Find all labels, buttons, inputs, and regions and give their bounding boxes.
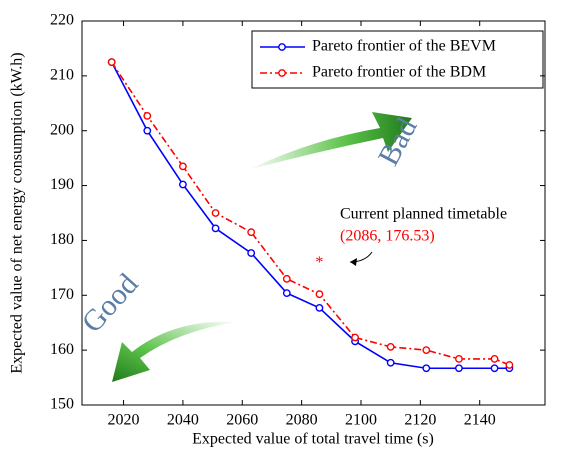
point <box>387 344 393 350</box>
point <box>456 356 462 362</box>
x-tick-label: 2140 <box>464 412 496 429</box>
point <box>180 163 186 169</box>
point <box>456 365 462 371</box>
x-axis-label: Expected value of total travel time (s) <box>192 431 434 448</box>
current-label: Current planned timetable <box>340 206 507 223</box>
y-tick-label: 210 <box>50 67 74 84</box>
point <box>144 113 150 119</box>
y-tick-label: 220 <box>50 12 74 29</box>
point <box>491 356 497 362</box>
chart: Bad Good Expected value of total travel … <box>0 0 563 456</box>
y-tick-label: 180 <box>50 231 74 248</box>
y-tick-label: 190 <box>50 176 74 193</box>
x-tick-label: 2100 <box>345 412 377 429</box>
point <box>284 290 290 296</box>
y-tick-label: 170 <box>50 286 74 303</box>
point <box>506 362 512 368</box>
point <box>423 365 429 371</box>
current-point: * <box>315 254 323 271</box>
point <box>423 347 429 353</box>
y-tick-label: 160 <box>50 341 74 358</box>
point <box>212 210 218 216</box>
point <box>248 250 254 256</box>
current-value-label: (2086, 176.53) <box>340 228 435 245</box>
y-axis-label: Expected value of net energy consumption… <box>9 52 26 373</box>
point <box>180 181 186 187</box>
x-tick-label: 2120 <box>404 412 436 429</box>
point <box>108 59 114 65</box>
x-tick-label: 2080 <box>286 412 318 429</box>
legend-marker <box>279 70 285 76</box>
point <box>284 276 290 282</box>
point <box>316 291 322 297</box>
x-tick-label: 2040 <box>167 412 199 429</box>
legend-label: Pareto frontier of the BDM <box>312 64 486 81</box>
point <box>144 128 150 134</box>
point <box>212 225 218 231</box>
point <box>387 360 393 366</box>
legend-label: Pareto frontier of the BEVM <box>312 38 496 55</box>
y-tick-label: 150 <box>50 396 74 413</box>
point <box>352 334 358 340</box>
point <box>491 365 497 371</box>
x-tick-label: 2020 <box>108 412 140 429</box>
y-tick-label: 200 <box>50 121 74 138</box>
legend-marker <box>279 44 285 50</box>
x-tick-label: 2060 <box>226 412 258 429</box>
point <box>248 229 254 235</box>
point <box>316 305 322 311</box>
